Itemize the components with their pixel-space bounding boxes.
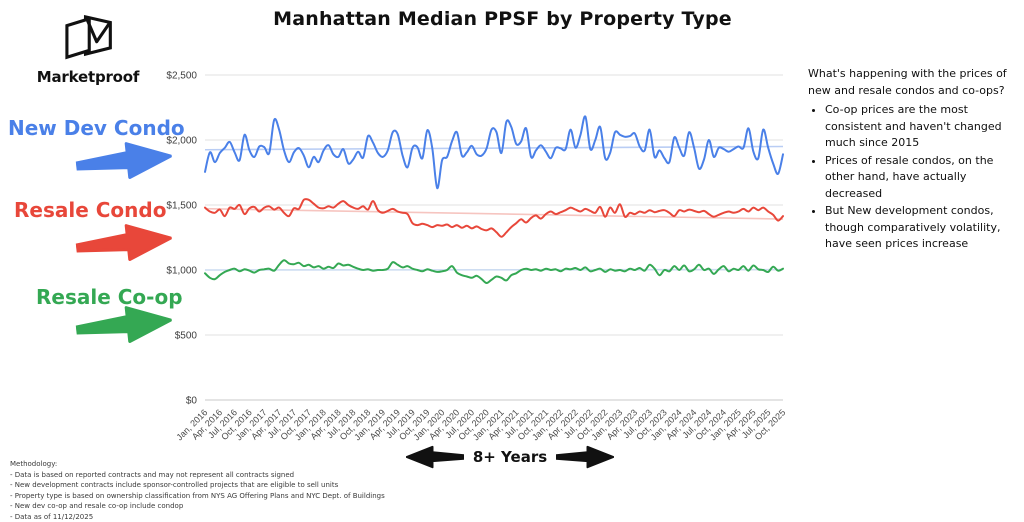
svg-text:$2,000: $2,000 <box>166 136 197 147</box>
insights-panel: What's happening with the prices of new … <box>808 66 1018 254</box>
marketproof-logo-icon <box>57 10 119 66</box>
insight-new-dev: But New development condos, though compa… <box>825 203 1018 253</box>
methodology-item: - Property type is based on ownership cl… <box>10 491 385 502</box>
red-arrow-icon <box>74 218 174 268</box>
green-arrow-icon <box>74 300 174 350</box>
insights-heading: What's happening with the prices of new … <box>808 66 1018 99</box>
insights-list: Co-op prices are the most consistent and… <box>808 102 1018 253</box>
methodology-heading: Methodology: <box>10 459 385 470</box>
marketproof-logo-text: Marketproof <box>28 68 148 86</box>
insight-coop: Co-op prices are the most consistent and… <box>825 102 1018 152</box>
svg-text:$0: $0 <box>186 396 198 407</box>
blue-arrow-icon <box>74 136 174 186</box>
left-arrow-icon <box>406 444 464 470</box>
marketproof-logo: Marketproof <box>28 10 148 86</box>
page-title: Manhattan Median PPSF by Property Type <box>0 8 1005 30</box>
svg-text:$2,500: $2,500 <box>166 71 197 82</box>
right-arrow-icon <box>556 444 614 470</box>
svg-text:$500: $500 <box>175 331 198 342</box>
timespan-label: 8+ Years <box>473 448 547 466</box>
insight-resale-condo: Prices of resale condos, on the other ha… <box>825 153 1018 203</box>
svg-text:$1,500: $1,500 <box>166 201 197 212</box>
methodology-item: - Data as of 11/12/2025 <box>10 512 385 522</box>
methodology-item: - Data is based on reported contracts an… <box>10 470 385 481</box>
methodology-block: Methodology: - Data is based on reported… <box>10 459 385 522</box>
timespan-callout: 8+ Years <box>400 444 620 470</box>
svg-text:$1,000: $1,000 <box>166 266 197 277</box>
methodology-item: - New development contracts include spon… <box>10 480 385 491</box>
legend-label-new-dev-condo: New Dev Condo <box>8 116 168 140</box>
methodology-item: - New dev co-op and resale co-op include… <box>10 501 385 512</box>
legend-label-resale-condo: Resale Condo <box>14 198 154 222</box>
